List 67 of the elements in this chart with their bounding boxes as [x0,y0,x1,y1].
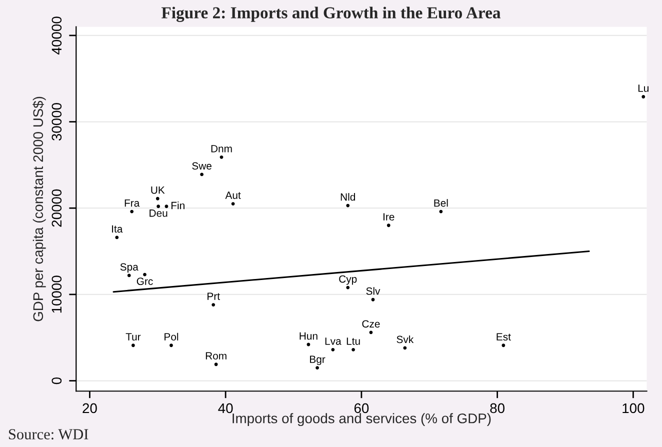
x-tick-label: 20 [82,403,97,414]
point [331,348,335,352]
data-label: Swe [192,162,212,170]
point [220,155,224,159]
point [115,236,119,240]
data-label: Pol [164,332,178,341]
point [371,298,375,302]
data-label: Ire [384,213,394,221]
point [439,210,443,214]
data-label: UK [151,186,165,194]
data-label: Fin [172,202,184,210]
data-label: Slv [366,287,380,295]
point [131,344,135,348]
x-axis-title: Imports of goods and services (% of GDP) [232,413,491,426]
point [212,303,216,306]
point [642,95,646,98]
y-axis-title: GDP per capita (constant 2000 US$) [32,96,46,322]
data-label: Cze [362,320,380,328]
point [130,210,134,214]
x-tick-label: 80 [490,403,504,414]
point [352,348,355,352]
point [346,286,350,290]
y-tick-label: 30000 [52,103,62,141]
data-label: Ita [112,225,123,233]
point [156,196,160,200]
data-label: Fra [124,199,140,207]
data-label: Bgr [310,356,326,366]
data-label: Lu [638,84,648,92]
y-tick-label: 0 [52,377,62,384]
data-label: Lva [325,338,342,345]
data-label: Ltu [346,338,360,345]
chart-title: Figure 2: Imports and Growth in the Euro Area [162,6,501,22]
data-label: Nld [340,193,356,201]
data-label: Prt [208,292,220,300]
point [369,330,373,334]
data-label: Aut [225,192,241,199]
y-tick-label: 40000 [52,16,62,54]
data-label: Svk [396,335,414,344]
data-label: Grc [136,278,153,286]
data-label: Cyp [339,275,357,285]
point [346,204,350,208]
point [200,172,204,176]
x-tick-label: 40 [218,403,233,414]
x-tick-label: 60 [354,403,369,414]
point [214,362,218,366]
data-label: Rom [206,352,226,360]
data-label: Tur [126,333,141,341]
data-label: Spa [120,263,138,273]
x-tick-label: 100 [622,403,644,414]
source-note: Source: WDI [8,429,88,440]
point [403,346,407,350]
point [143,272,146,276]
point [127,274,131,278]
point [231,202,235,206]
y-tick-label: 20000 [52,189,62,227]
data-label: Hun [300,332,318,340]
data-label: Dnm [211,145,232,152]
y-tick-label: 10000 [52,276,62,313]
point [502,344,506,348]
point [386,224,390,228]
point [164,204,168,208]
data-label: Est [496,333,511,341]
point [316,366,319,370]
point [156,204,160,208]
data-label: Deu [150,210,168,217]
data-label: Bel [434,199,448,207]
point [170,344,173,348]
